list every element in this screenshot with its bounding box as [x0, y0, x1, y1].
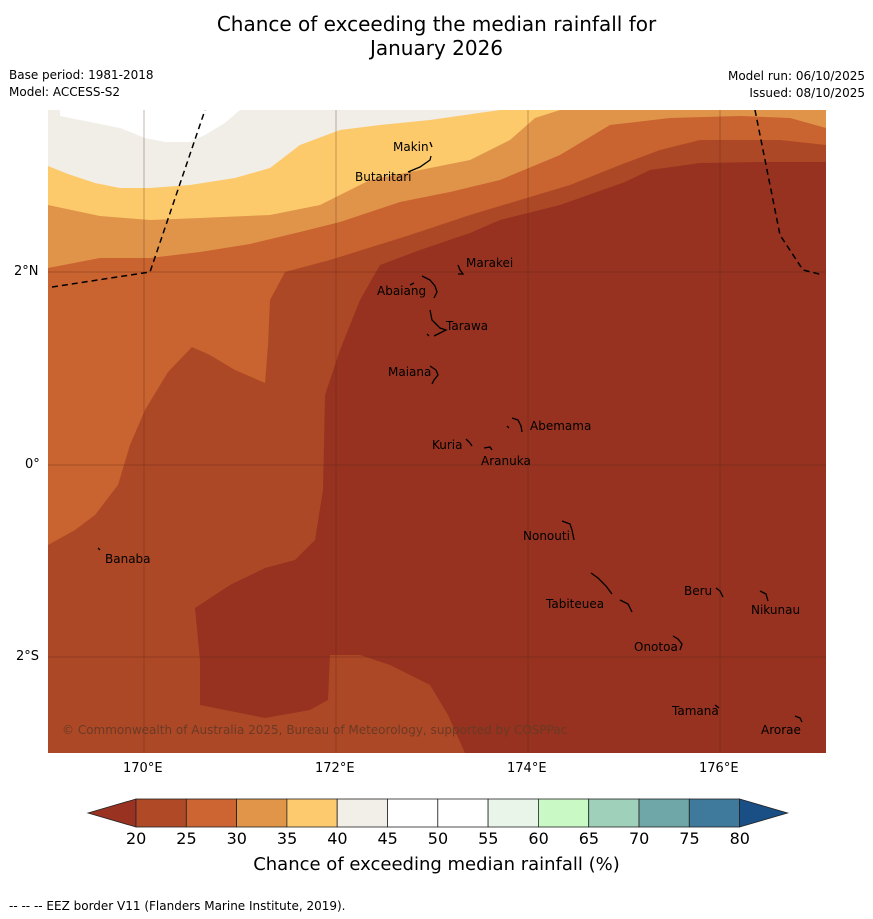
title-line-2: January 2026	[369, 36, 504, 60]
label-makin: Makin	[393, 140, 429, 154]
colorbar-tick-label: 60	[528, 829, 549, 848]
label-onotoa: Onotoa	[634, 640, 678, 654]
colorbar-tick-label: 70	[629, 829, 650, 848]
colorbar-segment	[588, 798, 640, 828]
colorbar-segment	[437, 798, 489, 828]
colorbar-tick-label: 55	[478, 829, 499, 848]
map-area	[48, 110, 826, 753]
colorbar-segment	[336, 798, 388, 828]
label-maiana: Maiana	[388, 365, 432, 379]
title-line-1: Chance of exceeding the median rainfall …	[216, 12, 657, 36]
colorbar-title: Chance of exceeding median rainfall (%)	[253, 854, 620, 875]
colorbar-tick-label: 50	[427, 829, 449, 848]
x-tick-176e: 176°E	[699, 761, 739, 776]
model-run: Model run: 06/10/2025	[727, 69, 865, 83]
colorbar-extend-high	[739, 798, 790, 828]
map-title: Chance of exceeding the median rainfall …	[0, 12, 873, 60]
label-banaba: Banaba	[105, 552, 151, 566]
eez-borders	[51, 110, 824, 288]
colorbar	[86, 798, 790, 828]
colorbar-segment	[236, 798, 288, 828]
label-abaiang: Abaiang	[377, 284, 427, 298]
label-butaritari: Butaritari	[355, 170, 412, 184]
region-white	[60, 110, 240, 142]
gridlines	[48, 110, 826, 753]
colorbar-segment	[487, 798, 539, 828]
copyright-notice: © Commonwealth of Australia 2025, Bureau…	[62, 723, 568, 737]
label-tamana: Tamana	[672, 704, 719, 718]
label-marakei: Marakei	[466, 256, 514, 270]
label-abemama: Abemama	[530, 419, 592, 433]
label-aranuka: Aranuka	[481, 454, 531, 468]
x-tick-174e: 174°E	[507, 761, 547, 776]
colorbar-segment	[688, 798, 740, 828]
islands	[97, 141, 803, 723]
colorbar-tick-label: 80	[729, 829, 750, 848]
label-arorae: Arorae	[761, 723, 801, 737]
colorbar-segment	[387, 798, 439, 828]
label-tarawa: Tarawa	[446, 319, 489, 333]
colorbar-segment	[286, 798, 338, 828]
colorbar-tick-label: 25	[176, 829, 197, 848]
colorbar-tick-label: 35	[276, 829, 298, 848]
base-period: Base period: 1981-2018	[9, 68, 154, 82]
colorbar-segment	[538, 798, 590, 828]
eez-footnote: -- -- -- EEZ border V11 (Flanders Marine…	[9, 899, 346, 913]
colorbar-tick-label: 40	[327, 829, 348, 848]
colorbar-tick-label: 45	[377, 829, 398, 848]
meta-right: Model run: 06/10/2025 Issued: 08/10/2025	[728, 68, 865, 102]
colorbar-segment	[135, 798, 187, 828]
y-tick-2s: 2°S	[16, 649, 40, 664]
meta-left: Base period: 1981-2018 Model: ACCESS-S2	[9, 67, 154, 101]
y-tick-2n: 2°N	[14, 264, 39, 279]
colorbar-tick-label: 65	[578, 829, 600, 848]
colorbar-tick-label: 30	[226, 829, 247, 848]
colorbar-segment	[638, 798, 690, 828]
y-tick-0: 0°	[25, 457, 40, 472]
colorbar-tick-label: 75	[679, 829, 700, 848]
colorbar-extend-low	[86, 798, 137, 828]
issued-date: Issued: 08/10/2025	[749, 86, 865, 100]
colorbar-tick-label: 20	[126, 829, 147, 848]
model-name: Model: ACCESS-S2	[9, 85, 121, 99]
label-beru: Beru	[684, 584, 713, 598]
x-tick-170e: 170°E	[123, 761, 163, 776]
label-kuria: Kuria	[432, 438, 463, 452]
label-tabiteuea: Tabiteuea	[546, 597, 605, 611]
x-tick-172e: 172°E	[315, 761, 355, 776]
label-nonouti: Nonouti	[523, 529, 570, 543]
label-nikunau: Nikunau	[751, 603, 801, 617]
colorbar-segment	[185, 798, 238, 828]
